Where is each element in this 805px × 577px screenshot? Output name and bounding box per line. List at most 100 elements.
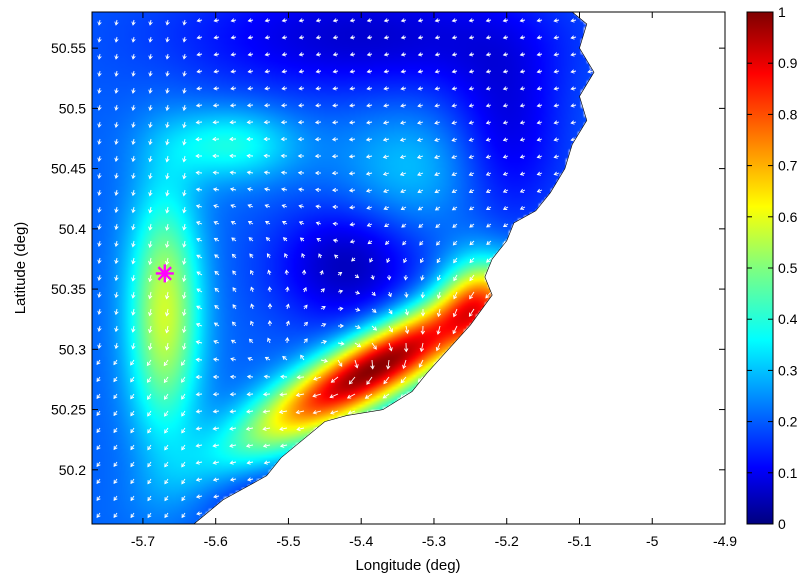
vector-arrowhead [182, 277, 187, 283]
vector-arrow [313, 376, 322, 380]
vector-arrowhead [485, 69, 491, 74]
vector-arrowhead [383, 188, 388, 193]
vector-arrowhead [114, 174, 119, 179]
vector-arrowhead [148, 38, 153, 43]
vector-arrowhead [312, 410, 317, 415]
vector-arrowhead [301, 269, 307, 274]
vector-arrowhead [298, 52, 303, 57]
vector-arrowhead [131, 311, 136, 316]
vector-arrowhead [245, 426, 250, 431]
vector-arrowhead [181, 361, 185, 366]
vector-arrowhead [536, 69, 541, 74]
vector-arrowhead [114, 123, 119, 128]
x-tick-label: -5.4 [349, 533, 373, 549]
vector-arrowhead [452, 313, 457, 318]
vector-arrowhead [366, 222, 372, 227]
vector-arrowhead [281, 103, 286, 108]
vector-arrowhead [165, 209, 170, 214]
vector-arrowhead [468, 137, 473, 142]
y-tick-label: 50.25 [51, 402, 86, 418]
station-marker[interactable] [155, 264, 174, 283]
vector-arrowhead [332, 52, 338, 57]
vector-arrowhead [435, 346, 440, 352]
vector-arrow [181, 376, 186, 383]
vector-arrowhead [195, 426, 200, 431]
vector-arrowhead [298, 69, 303, 74]
vector-arrowhead [165, 243, 170, 249]
vector-arrow [400, 393, 407, 398]
vector-arrowhead [400, 206, 405, 211]
x-tick-label: -5.2 [495, 533, 519, 549]
vector-arrowhead [195, 187, 200, 192]
vector-arrowhead [114, 310, 119, 316]
vector-arrowhead [131, 140, 136, 146]
vector-arrow [469, 257, 475, 263]
vector-arrowhead [267, 320, 273, 325]
vector-arrow [230, 410, 237, 413]
vector-arrowhead [451, 137, 456, 142]
vector-arrowhead [485, 86, 491, 91]
vector-arrow [164, 376, 169, 383]
vector-arrowhead [349, 18, 355, 23]
vector-arrowhead [148, 140, 153, 146]
vector-arrowhead [212, 460, 217, 465]
vector-arrowhead [356, 307, 361, 312]
vector-arrowhead [196, 52, 201, 57]
vector-arrowhead [247, 204, 252, 209]
vector-arrowhead [214, 287, 219, 292]
colorbar-tick-label: 0.9 [778, 55, 798, 71]
vector-arrowhead [321, 306, 326, 310]
vector-arrowhead [148, 192, 153, 197]
vector-arrowhead [212, 477, 218, 482]
vector-arrowhead [420, 312, 426, 317]
vector-arrowhead [502, 206, 508, 210]
vector-arrowhead [164, 412, 168, 417]
vector-arrowhead [285, 286, 290, 291]
vector-arrowhead [97, 293, 102, 298]
vector-arrow [147, 478, 152, 484]
vector-arrowhead [97, 21, 102, 26]
vector-arrowhead [370, 275, 375, 281]
vector-arrowhead [386, 276, 392, 281]
vector-arrowhead [486, 258, 491, 263]
vector-arrowhead [332, 187, 337, 193]
vector-arrowhead [349, 205, 354, 210]
colorbar-tick-label: 0.8 [778, 106, 798, 122]
vector-arrow [296, 393, 305, 396]
vector-arrowhead [436, 276, 441, 281]
vector-arrowhead [230, 357, 235, 362]
vector-arrowhead [285, 337, 290, 342]
vector-arrowhead [181, 513, 186, 519]
vector-arrowhead [165, 55, 170, 60]
marker-stroke [157, 266, 172, 281]
vector-arrowhead [97, 89, 102, 94]
vector-arrowhead [469, 241, 474, 246]
vector-arrowhead [400, 103, 405, 108]
vector-arrowhead [434, 172, 439, 177]
vector-arrow [149, 155, 152, 162]
vector-arrowhead [295, 392, 300, 398]
vector-arrowhead [399, 154, 405, 159]
vector-arrowhead [165, 123, 170, 129]
vector-arrowhead [323, 358, 329, 363]
vector-arrowhead [519, 52, 525, 57]
colorbar-tick-label: 0.7 [778, 158, 798, 174]
vector-arrowhead [114, 259, 119, 265]
vector-arrowhead [131, 123, 136, 128]
vector-arrowhead [148, 55, 153, 60]
vector-arrowhead [570, 86, 575, 91]
vector-arrowhead [113, 428, 118, 434]
vector-arrowhead [246, 153, 251, 159]
vector-arrowhead [246, 409, 251, 414]
vector-arrowhead [96, 496, 101, 502]
vector-arrowhead [434, 52, 440, 57]
colorbar-tick-label: 0.2 [778, 414, 798, 430]
vector-arrowhead [113, 479, 118, 485]
vector-arrowhead [369, 258, 374, 263]
vector-arrow [196, 444, 203, 447]
vector-arrowhead [434, 189, 439, 194]
vector-arrowhead [97, 38, 102, 43]
vector-arrow [296, 410, 305, 414]
vector-arrowhead [485, 171, 491, 176]
